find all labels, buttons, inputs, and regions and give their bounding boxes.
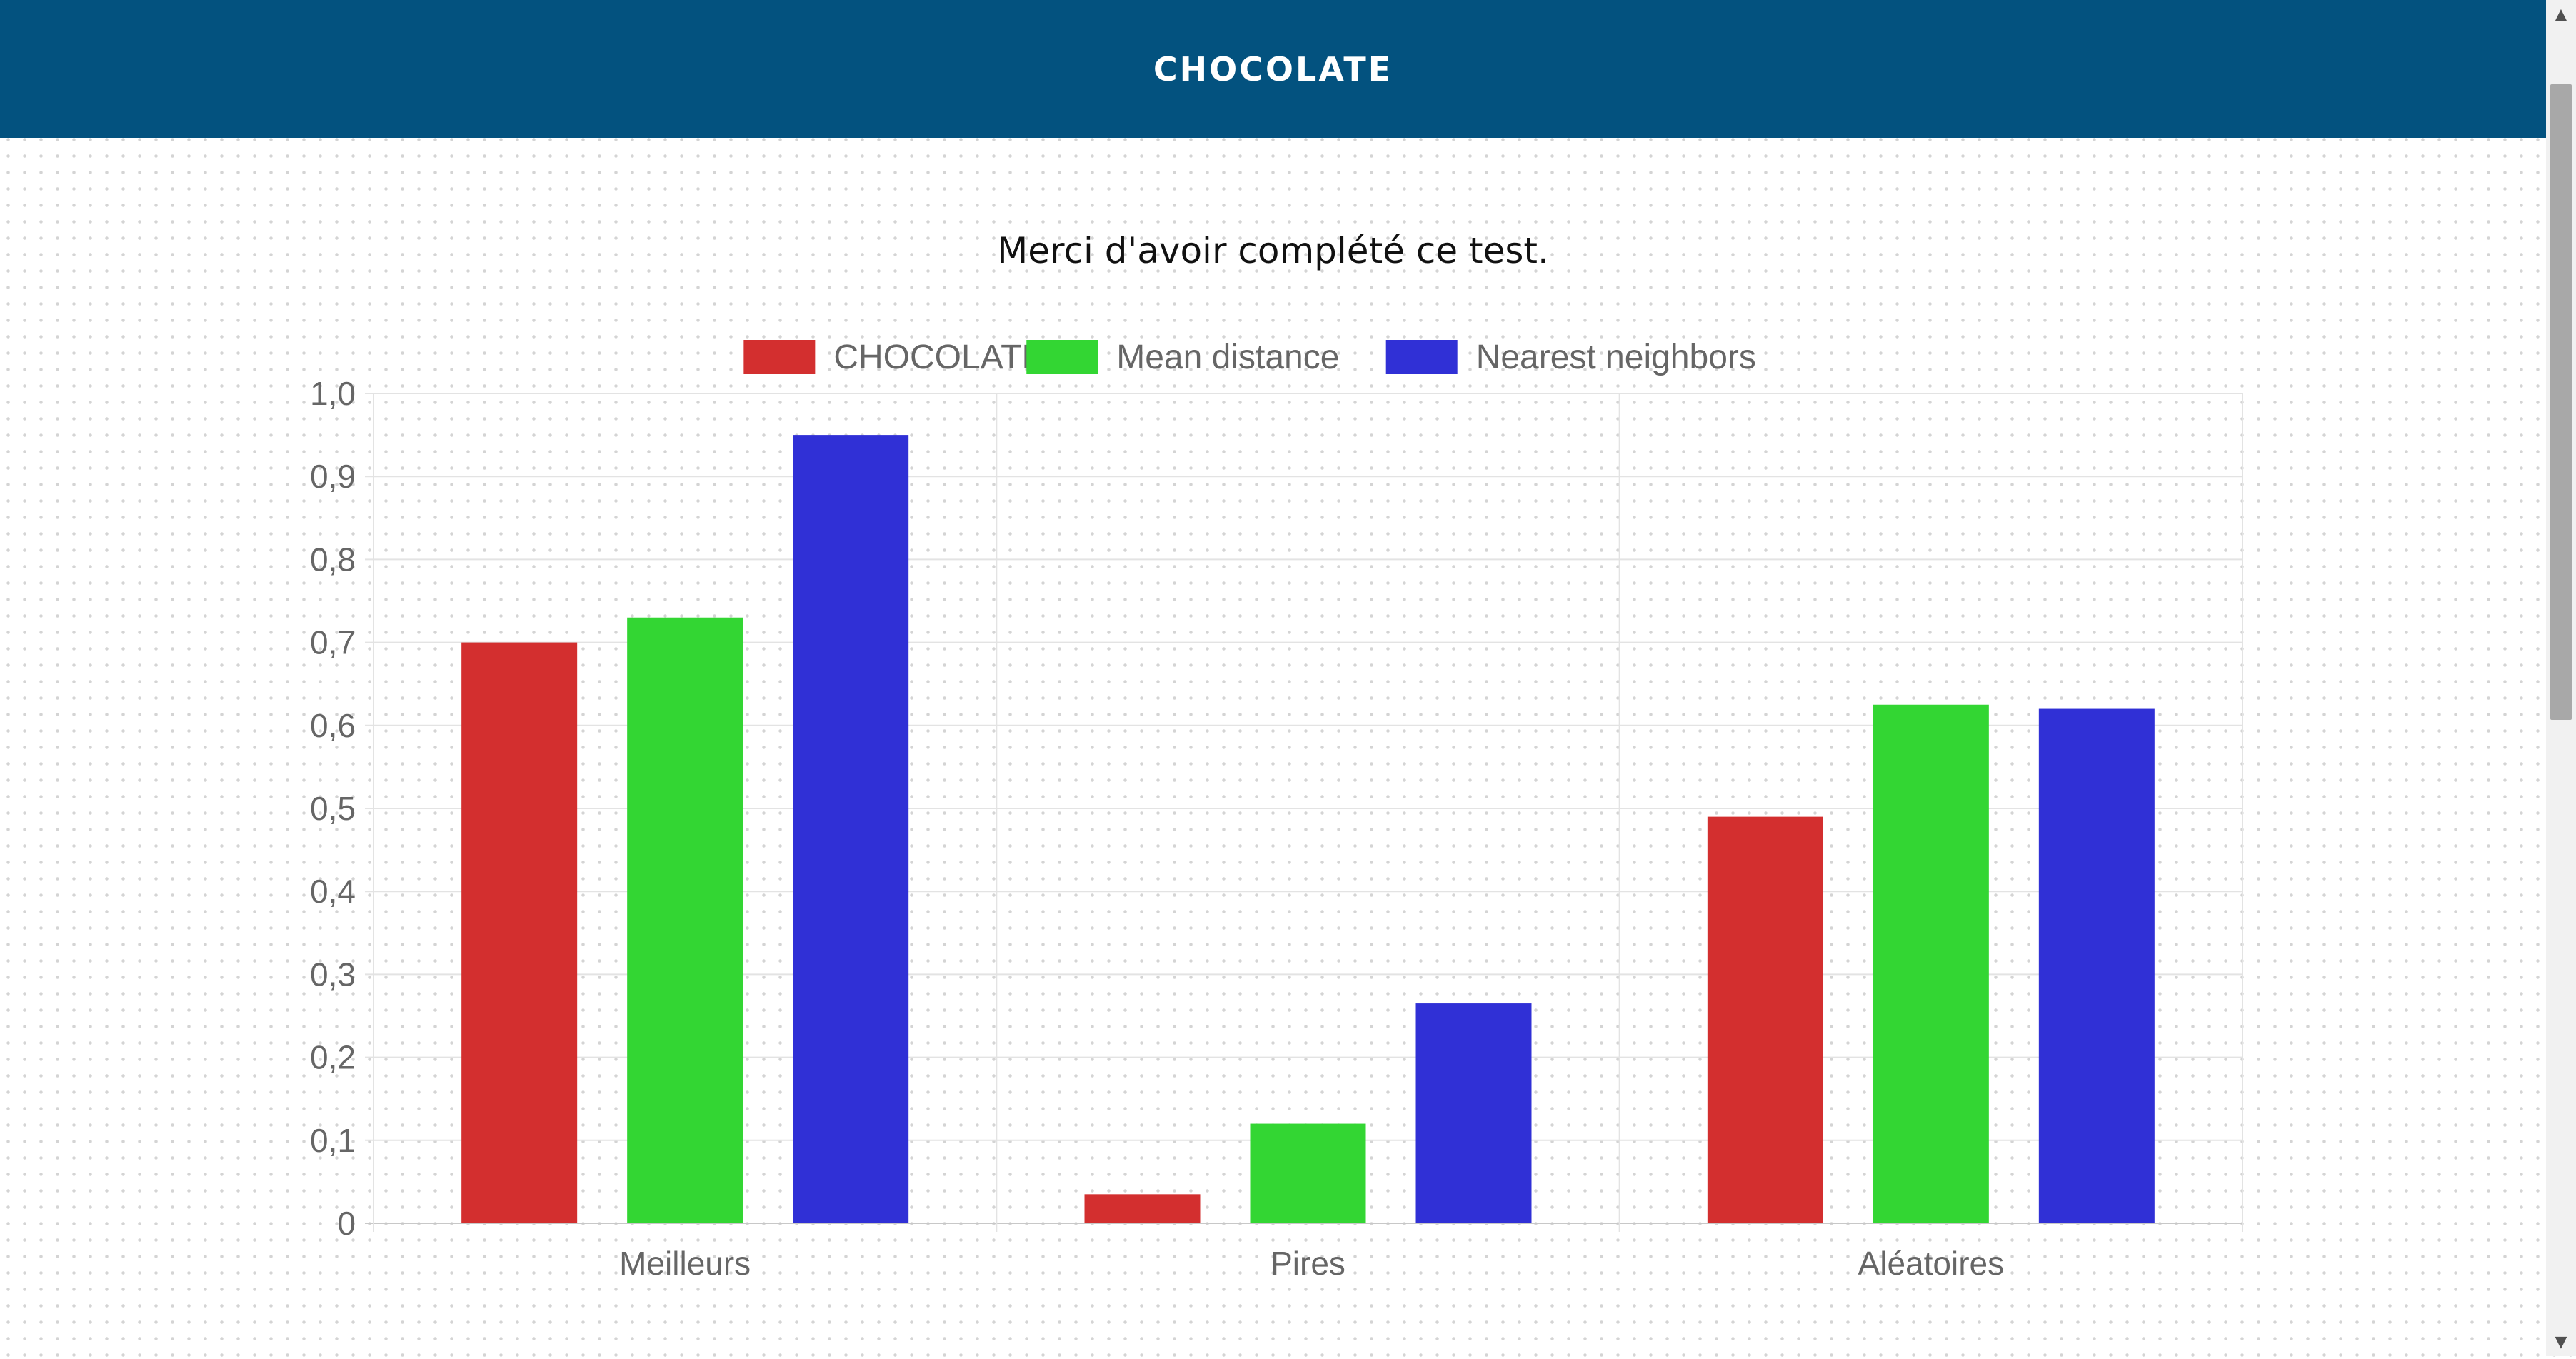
bar-3: [793, 435, 909, 1223]
y-tick-label: 0,1: [310, 1122, 356, 1159]
scroll-up-arrow-icon[interactable]: ▲: [2555, 5, 2567, 24]
y-tick-label: 0: [337, 1205, 356, 1242]
legend-label: Nearest neighbors: [1476, 339, 1756, 376]
scrollbar-thumb[interactable]: [2550, 84, 2572, 720]
legend-label: Mean distance: [1116, 339, 1339, 376]
y-tick-label: 0,7: [310, 624, 356, 661]
x-tick-label: Aléatoires: [1858, 1245, 2005, 1282]
legend-label: CHOCOLATE: [833, 339, 1044, 376]
bar-1: [1084, 1194, 1201, 1223]
bar-2: [1873, 704, 1989, 1223]
y-tick-label: 0,2: [310, 1039, 356, 1076]
completion-message: Merci d'avoir complété ce test.: [997, 230, 1549, 271]
y-tick-label: 0,3: [310, 956, 356, 993]
x-tick-label: Meilleurs: [619, 1245, 751, 1282]
legend-swatch: [743, 340, 816, 374]
legend-swatch: [1026, 340, 1098, 374]
bar-3: [2038, 708, 2155, 1223]
bar-1: [461, 642, 578, 1223]
bar-2: [627, 617, 743, 1223]
bar-3: [1415, 1003, 1532, 1223]
y-tick-label: 0,4: [310, 873, 356, 910]
y-tick-label: 1,0: [310, 375, 356, 412]
x-tick-label: Pires: [1271, 1245, 1345, 1282]
y-tick-label: 0,9: [310, 458, 356, 495]
y-tick-label: 0,8: [310, 541, 356, 578]
app-header: CHOCOLATE: [0, 0, 2546, 138]
y-tick-label: 0,6: [310, 707, 356, 744]
bar-2: [1250, 1123, 1366, 1223]
legend-swatch: [1385, 340, 1458, 374]
y-tick-label: 0,5: [310, 790, 356, 827]
scroll-down-arrow-icon[interactable]: ▼: [2555, 1333, 2567, 1351]
header-title: CHOCOLATE: [1153, 49, 1393, 89]
bar-1: [1707, 816, 1823, 1223]
vertical-scrollbar[interactable]: ▲ ▼: [2546, 0, 2576, 1356]
